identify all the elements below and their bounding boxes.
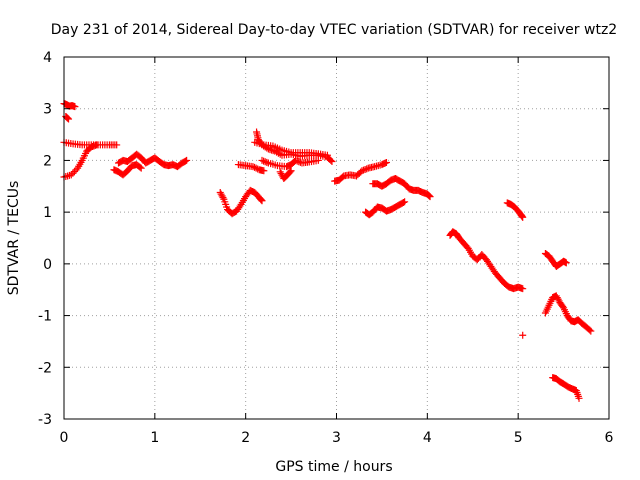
data-point (323, 151, 331, 159)
data-point (399, 198, 407, 206)
x-tick-label: 6 (605, 430, 614, 446)
data-point (286, 168, 294, 176)
data-point (519, 331, 527, 339)
data-point (64, 114, 72, 122)
data-point (425, 191, 433, 199)
data-point (181, 157, 189, 165)
y-tick-label: 2 (43, 153, 52, 169)
chart-title: Day 231 of 2014, Sidereal Day-to-day VTE… (51, 22, 617, 38)
data-point (425, 192, 433, 200)
x-axis-label: GPS time / hours (275, 459, 392, 475)
data-point (71, 103, 79, 111)
data-point (361, 165, 369, 173)
data-point (519, 285, 527, 293)
data-point (328, 157, 336, 165)
data-point (587, 327, 595, 335)
data-point (382, 158, 390, 166)
data-point (295, 158, 303, 166)
y-tick-label: -2 (38, 360, 52, 376)
data-point (575, 394, 583, 402)
data-point (293, 157, 301, 165)
x-tick-label: 1 (150, 430, 159, 446)
data-point (69, 169, 77, 177)
data-point (314, 156, 322, 164)
data-point (257, 196, 265, 204)
data-point (63, 114, 71, 122)
data-point (258, 197, 266, 205)
grid (64, 57, 609, 419)
data-point (519, 213, 527, 221)
data-point (183, 156, 191, 164)
x-tick-label: 4 (423, 430, 432, 446)
data-point (93, 141, 101, 149)
data-point (363, 165, 371, 173)
data-point (251, 163, 259, 171)
data-point (426, 193, 434, 201)
x-tick-label: 2 (241, 430, 250, 446)
data-points (60, 100, 595, 402)
data-point (562, 259, 570, 267)
y-axis-label: SDTVAR / TECUs (6, 181, 22, 296)
data-point (257, 195, 265, 203)
data-point (236, 202, 244, 210)
data-point (65, 115, 73, 123)
data-point (258, 156, 266, 164)
data-point (252, 164, 260, 172)
y-tick-label: 3 (43, 102, 52, 118)
data-point (327, 156, 335, 164)
x-tick-label: 5 (514, 430, 523, 446)
x-tick-label: 0 (60, 430, 69, 446)
data-point (263, 158, 271, 166)
data-point (358, 167, 366, 175)
data-point (70, 168, 78, 176)
y-tick-label: 4 (43, 50, 52, 66)
data-point (113, 141, 121, 149)
y-tick-label: 1 (43, 205, 52, 221)
data-point (72, 166, 80, 174)
data-point (137, 164, 145, 172)
data-point (260, 157, 268, 165)
data-point (219, 194, 227, 202)
data-point (287, 167, 295, 175)
data-point (249, 163, 257, 171)
data-point (260, 167, 268, 175)
data-point (136, 163, 144, 171)
data-point (401, 198, 409, 206)
data-point (261, 158, 269, 166)
axis-ticks: 0 1 2 3 4 5 6 -3 -2 -1 0 1 2 3 4 (38, 50, 614, 446)
y-tick-label: -3 (38, 412, 52, 428)
y-tick-label: -1 (38, 309, 52, 325)
data-point (292, 156, 300, 164)
data-point (360, 166, 368, 174)
y-tick-label: 0 (43, 257, 52, 273)
data-point (586, 326, 594, 334)
x-tick-label: 3 (332, 430, 341, 446)
data-point (67, 171, 75, 179)
